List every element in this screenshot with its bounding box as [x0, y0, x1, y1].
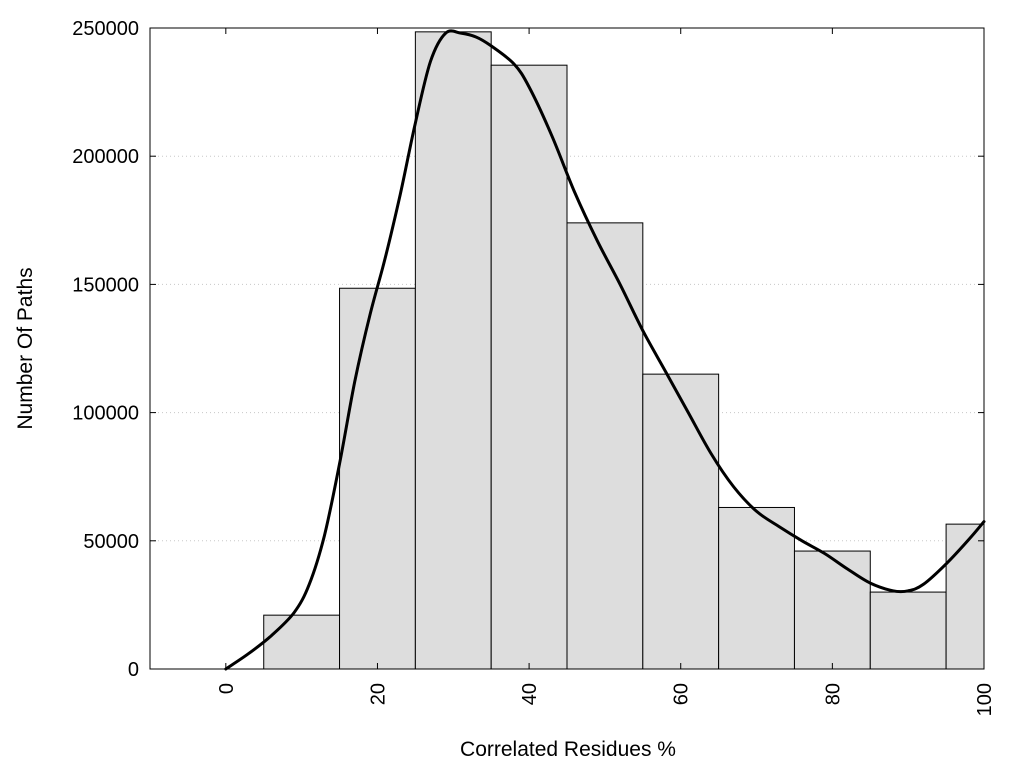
y-axis-title: Number Of Paths [14, 267, 37, 429]
y-tick-label: 100000 [72, 403, 139, 425]
histogram-bar [263, 614, 341, 670]
histogram-bar [793, 550, 871, 670]
x-tick-label: 40 [519, 683, 541, 705]
density-curve [224, 29, 986, 671]
histogram-bar [718, 506, 795, 670]
y-tick-label: 250000 [72, 18, 139, 40]
histogram-bar [490, 64, 568, 670]
y-tick-label: 150000 [72, 274, 139, 296]
bars-layer [263, 31, 985, 670]
histogram-bar [869, 591, 947, 670]
plot-frame [149, 27, 985, 670]
curve-layer [224, 29, 986, 671]
x-tick-label: 0 [216, 683, 238, 694]
histogram-bar [566, 222, 644, 670]
y-tick-label: 0 [128, 659, 139, 681]
histogram-bar [642, 373, 720, 670]
y-tick-label: 200000 [72, 146, 139, 168]
x-tick-label: 60 [671, 683, 693, 705]
histogram-bar [414, 31, 492, 670]
y-tick-label: 50000 [83, 531, 139, 553]
ticks-layer: 0 50000 100000 150000 200000 250000 0 20 40 60 80 1… [72, 18, 996, 716]
x-tick-label: 20 [367, 683, 389, 705]
histogram-bar [339, 287, 416, 670]
x-axis-title: Correlated Residues % [460, 738, 676, 761]
x-tick-label: 80 [822, 683, 844, 705]
x-tick-label: 100 [974, 683, 996, 716]
